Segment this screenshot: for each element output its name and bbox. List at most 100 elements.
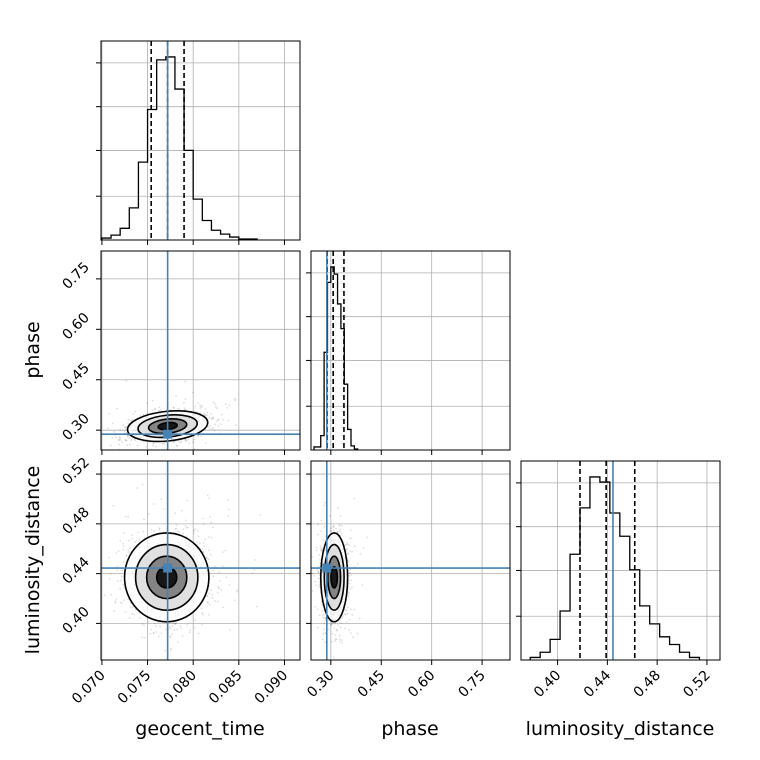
scatter-luminosity-distance-vs-geocent-time-pt xyxy=(122,583,125,586)
scatter-luminosity-distance-vs-phase-pt xyxy=(335,638,338,641)
scatter-luminosity-distance-vs-phase-pt xyxy=(346,542,349,544)
scatter-luminosity-distance-vs-geocent-time-pt xyxy=(236,589,239,591)
scatter-luminosity-distance-vs-geocent-time-pt xyxy=(217,600,219,603)
scatter-luminosity-distance-vs-phase-pt xyxy=(345,609,348,612)
scatter-luminosity-distance-vs-geocent-time-pt xyxy=(225,576,228,579)
scatter-phase-vs-geocent-time-pt xyxy=(225,403,227,406)
scatter-luminosity-distance-vs-phase-pt xyxy=(366,536,369,539)
scatter-luminosity-distance-vs-geocent-time-pt xyxy=(119,587,122,590)
scatter-luminosity-distance-vs-geocent-time-pt xyxy=(141,483,144,486)
scatter-phase-vs-geocent-time-pt xyxy=(209,424,211,427)
scatter-phase-vs-geocent-time-pt xyxy=(132,413,135,415)
scatter-luminosity-distance-vs-geocent-time-pt xyxy=(227,514,230,517)
scatter-luminosity-distance-vs-phase-pt xyxy=(332,526,335,529)
scatter-luminosity-distance-vs-phase-pt xyxy=(320,530,322,533)
scatter-luminosity-distance-vs-phase-pt xyxy=(341,639,343,642)
scatter-phase-vs-geocent-time-pt xyxy=(213,429,216,432)
xtick-label-geocent-time-1: 0.075 xyxy=(115,668,155,708)
scatter-phase-vs-geocent-time-pt xyxy=(123,430,126,433)
scatter-luminosity-distance-vs-phase-pt xyxy=(304,566,306,568)
scatter-phase-vs-geocent-time-pt xyxy=(109,444,112,447)
scatter-luminosity-distance-vs-phase-pt xyxy=(355,727,357,729)
scatter-luminosity-distance-vs-phase-pt xyxy=(334,638,337,641)
scatter-phase-vs-geocent-time-pt xyxy=(176,445,179,448)
scatter-luminosity-distance-vs-geocent-time-pt xyxy=(218,587,220,590)
scatter-phase-vs-geocent-time-pt xyxy=(202,412,205,415)
scatter-phase-vs-geocent-time-pt xyxy=(208,427,211,430)
scatter-luminosity-distance-vs-phase-pt xyxy=(357,562,359,565)
scatter-luminosity-distance-vs-geocent-time-pt xyxy=(214,599,216,602)
scatter-phase-vs-geocent-time-pt xyxy=(235,424,237,426)
scatter-luminosity-distance-vs-geocent-time-pt xyxy=(201,611,204,614)
scatter-phase-vs-geocent-time-pt xyxy=(111,422,114,425)
scatter-phase-vs-geocent-time-pt xyxy=(217,418,220,421)
scatter-luminosity-distance-vs-phase-pt xyxy=(344,608,346,611)
scatter-luminosity-distance-vs-geocent-time-pt xyxy=(134,541,137,543)
scatter-luminosity-distance-vs-geocent-time-pt xyxy=(220,588,223,591)
scatter-luminosity-distance-vs-phase-pt xyxy=(317,565,320,568)
scatter-phase-vs-geocent-time-pt xyxy=(204,408,207,411)
scatter-luminosity-distance-vs-geocent-time-pt xyxy=(116,565,119,568)
scatter-luminosity-distance-vs-geocent-time-pt xyxy=(221,565,224,568)
scatter-luminosity-distance-vs-phase-pt xyxy=(346,543,349,546)
scatter-phase-vs-geocent-time-pt xyxy=(108,412,111,415)
scatter-luminosity-distance-vs-geocent-time-pt xyxy=(168,626,171,628)
scatter-phase-vs-geocent-time-pt xyxy=(154,407,157,410)
xtick-label-phase-1: 0.45 xyxy=(355,668,388,701)
scatter-luminosity-distance-vs-geocent-time-pt xyxy=(192,700,194,702)
scatter-luminosity-distance-vs-phase-pt xyxy=(361,583,364,586)
scatter-luminosity-distance-vs-phase-pt xyxy=(347,552,350,555)
scatter-luminosity-distance-vs-phase-pt xyxy=(329,529,332,532)
scatter-luminosity-distance-vs-geocent-time-pt xyxy=(228,628,231,631)
scatter-luminosity-distance-vs-geocent-time-pt xyxy=(175,524,178,527)
scatter-luminosity-distance-vs-phase-pt xyxy=(322,633,325,635)
scatter-phase-vs-geocent-time-pt xyxy=(121,441,124,444)
scatter-luminosity-distance-vs-phase-pt xyxy=(349,632,352,635)
scatter-phase-vs-geocent-time-pt xyxy=(183,407,186,410)
scatter-phase-vs-geocent-time-pt xyxy=(116,407,119,410)
scatter-phase-vs-geocent-time-pt xyxy=(142,440,145,443)
scatter-luminosity-distance-vs-geocent-time-pt xyxy=(122,545,125,548)
scatter-phase-vs-geocent-time-pt xyxy=(228,404,231,407)
scatter-luminosity-distance-vs-geocent-time-pt xyxy=(209,515,212,518)
xtick-label-geocent-time-3: 0.085 xyxy=(206,668,246,708)
scatter-phase-vs-geocent-time-pt xyxy=(214,403,217,405)
scatter-luminosity-distance-vs-phase-pt xyxy=(362,547,365,550)
scatter-luminosity-distance-vs-phase-pt xyxy=(342,615,344,617)
scatter-phase-vs-geocent-time-pt xyxy=(131,418,134,421)
scatter-phase-vs-geocent-time-pt xyxy=(151,409,154,411)
scatter-luminosity-distance-vs-phase-pt xyxy=(342,541,345,543)
scatter-luminosity-distance-vs-phase-pt xyxy=(353,497,356,500)
scatter-phase-vs-geocent-time-pt xyxy=(122,424,124,426)
scatter-luminosity-distance-vs-phase-pt xyxy=(324,616,327,619)
scatter-luminosity-distance-vs-phase-pt xyxy=(314,580,317,583)
scatter-luminosity-distance-vs-phase-pt xyxy=(319,559,322,561)
scatter-luminosity-distance-vs-geocent-time-pt xyxy=(213,565,216,568)
scatter-luminosity-distance-vs-geocent-time-pt xyxy=(168,635,171,638)
xtick-label-phase-2: 0.60 xyxy=(405,668,438,701)
scatter-luminosity-distance-vs-phase-pt xyxy=(349,568,352,571)
xtick-label-geocent-time-2: 0.080 xyxy=(160,668,200,708)
scatter-luminosity-distance-vs-phase-pt xyxy=(343,613,346,616)
scatter-luminosity-distance-vs-geocent-time-pt xyxy=(159,625,161,628)
scatter-phase-vs-geocent-time-truth-marker xyxy=(163,429,173,439)
ylabel-luminosity-distance: luminosity_distance xyxy=(22,466,44,655)
scatter-luminosity-distance-vs-phase-truth-marker xyxy=(322,563,332,573)
scatter-luminosity-distance-vs-phase-pt xyxy=(347,585,350,588)
scatter-luminosity-distance-vs-phase-pt xyxy=(347,606,349,609)
scatter-luminosity-distance-vs-phase-pt xyxy=(320,549,323,552)
scatter-phase-vs-geocent-time-pt xyxy=(127,422,130,425)
scatter-luminosity-distance-vs-phase-pt xyxy=(334,639,337,642)
scatter-luminosity-distance-vs-phase-pt xyxy=(348,544,351,546)
scatter-luminosity-distance-vs-phase-pt xyxy=(337,624,339,626)
scatter-phase-vs-geocent-time-pt xyxy=(184,380,187,383)
scatter-luminosity-distance-vs-geocent-time-pt xyxy=(169,648,172,651)
scatter-luminosity-distance-vs-geocent-time-pt xyxy=(128,551,131,554)
scatter-phase-vs-geocent-time-pt xyxy=(125,439,128,442)
scatter-phase-vs-geocent-time-pt xyxy=(128,444,131,446)
scatter-phase-vs-geocent-time-pt xyxy=(234,399,237,402)
scatter-luminosity-distance-vs-geocent-time-pt xyxy=(188,631,191,634)
scatter-luminosity-distance-vs-phase-pt xyxy=(350,573,352,576)
scatter-luminosity-distance-vs-phase-pt xyxy=(311,572,314,575)
scatter-luminosity-distance-vs-geocent-time-pt xyxy=(228,584,231,586)
